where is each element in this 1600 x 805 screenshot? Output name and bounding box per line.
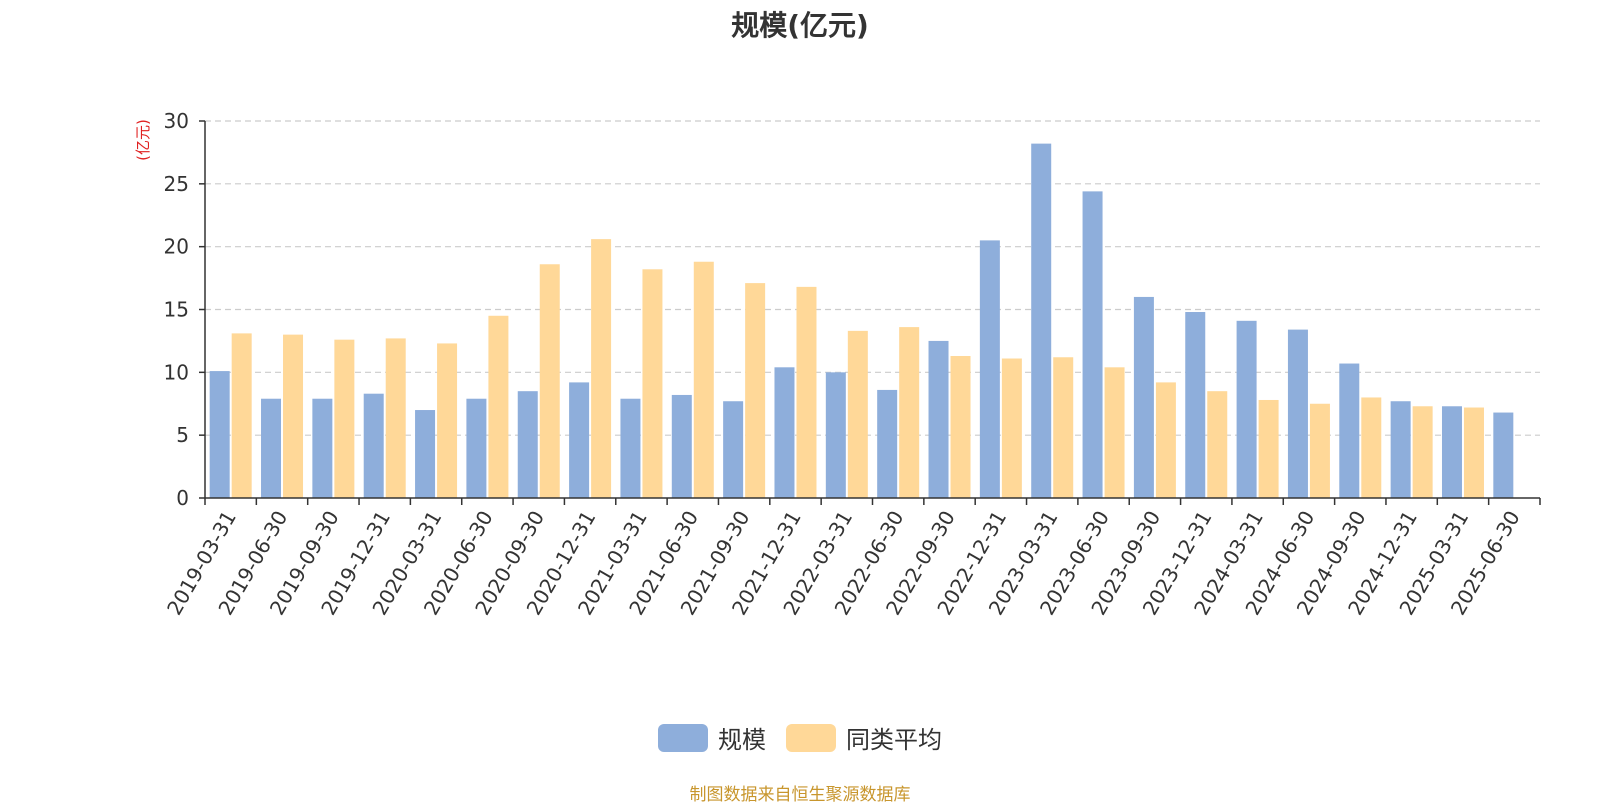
bar-peer-average: [1104, 367, 1125, 498]
bar-scale: [928, 340, 949, 498]
bar-peer-average: [539, 264, 560, 498]
bar-peer-average: [1463, 407, 1484, 498]
bar-peer-average: [1053, 357, 1074, 498]
bar-peer-average: [1412, 406, 1433, 498]
bar-peer-average: [693, 261, 714, 498]
bar-scale: [569, 382, 590, 498]
y-tick-label: 5: [176, 423, 189, 447]
bar-peer-average: [334, 339, 355, 498]
source-note: 制图数据来自恒生聚源数据库: [689, 785, 911, 805]
bar-scale: [312, 398, 333, 498]
bar-scale: [620, 398, 641, 498]
bar-peer-average: [642, 269, 663, 498]
bar-peer-average: [950, 355, 971, 498]
y-tick-label: 25: [164, 172, 189, 196]
bar-peer-average: [1207, 391, 1228, 498]
bar-scale: [363, 393, 384, 498]
bar-peer-average: [899, 327, 920, 498]
bar-scale: [671, 394, 692, 498]
bar-peer-average: [231, 333, 252, 498]
y-tick-label: 0: [176, 486, 189, 510]
bar-scale: [466, 398, 487, 498]
y-tick-label: 15: [164, 298, 189, 322]
bar-scale: [774, 367, 795, 498]
bar-peer-average: [1001, 358, 1022, 498]
y-tick-label: 30: [164, 109, 189, 133]
legend-label-peer-average: 同类平均: [846, 726, 942, 754]
bar-peer-average: [745, 283, 766, 498]
bar-peer-average: [847, 330, 868, 498]
bar-peer-average: [437, 343, 458, 498]
bar-scale: [1031, 143, 1052, 498]
bar-scale: [1390, 401, 1411, 498]
legend-item-peer-average[interactable]: 同类平均: [786, 720, 942, 755]
bar-peer-average: [1155, 382, 1176, 498]
bar-scale: [209, 371, 230, 498]
bar-peer-average: [488, 315, 509, 498]
bar-scale: [1082, 191, 1103, 498]
bar-scale: [1339, 363, 1360, 498]
chart-title: 规模(亿元): [731, 9, 869, 42]
bar-scale: [1236, 320, 1257, 498]
bar-scale: [877, 389, 898, 498]
bar-scale: [1441, 406, 1462, 498]
bar-peer-average: [1258, 399, 1279, 498]
bar-scale: [723, 401, 744, 498]
legend-item-scale[interactable]: 规模: [658, 720, 766, 755]
bar-scale: [979, 240, 1000, 498]
bar-scale: [261, 398, 282, 498]
bar-scale: [1287, 329, 1308, 498]
bars: [209, 143, 1514, 499]
bar-peer-average: [591, 239, 612, 499]
bar-peer-average: [385, 338, 406, 498]
bar-peer-average: [1361, 397, 1382, 498]
y-axis-label: (亿元): [134, 119, 152, 161]
bar-scale: [1493, 412, 1514, 498]
bar-scale: [1133, 296, 1154, 498]
y-tick-label: 10: [164, 360, 189, 384]
legend-swatch-scale: [658, 723, 708, 752]
legend: 规模 同类平均: [0, 720, 1600, 755]
bar-peer-average: [796, 286, 817, 498]
bar-scale: [825, 372, 846, 498]
bar-scale: [1185, 312, 1206, 498]
y-tick-label: 20: [164, 235, 189, 259]
bar-scale: [517, 391, 538, 498]
legend-swatch-peer-average: [786, 723, 836, 752]
bar-peer-average: [283, 334, 304, 498]
bar-peer-average: [1309, 403, 1330, 498]
legend-label-scale: 规模: [718, 726, 766, 754]
bar-scale: [415, 410, 436, 498]
